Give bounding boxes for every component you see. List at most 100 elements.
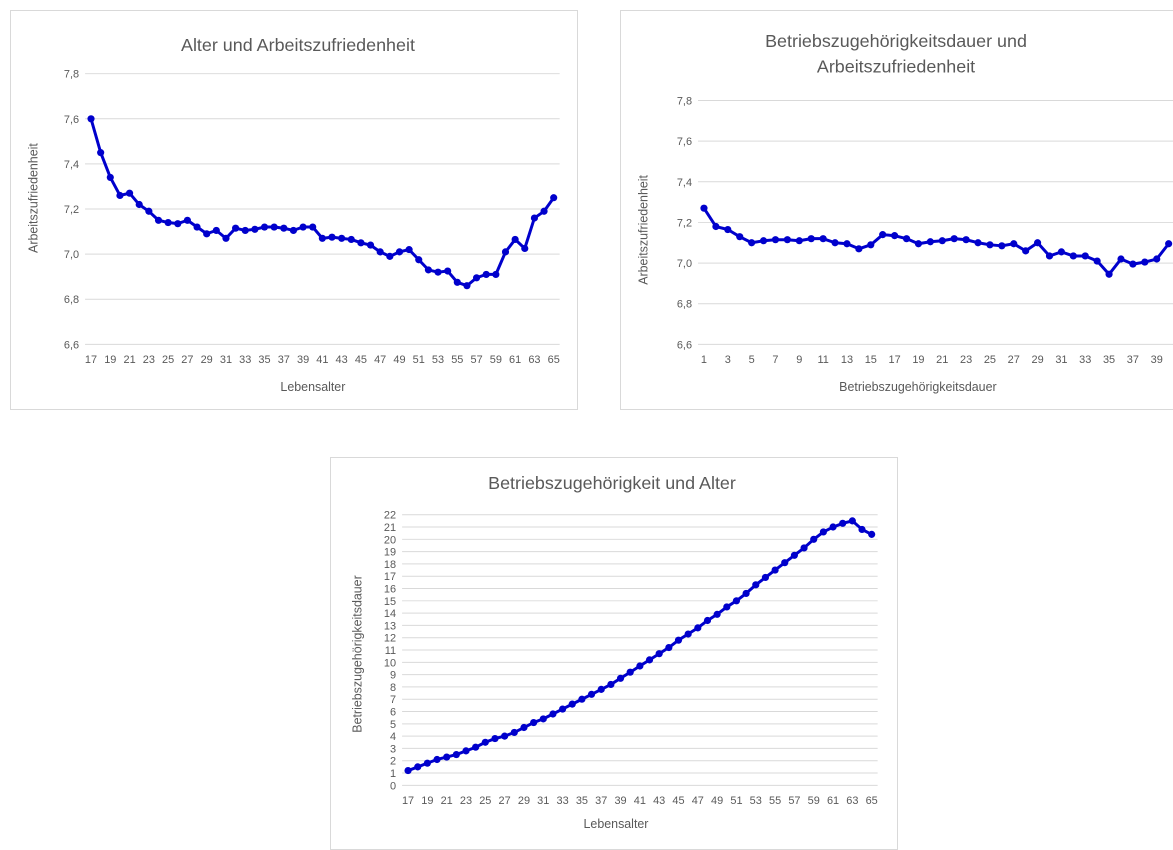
data-point — [950, 235, 958, 243]
x-tick-label: 37 — [278, 354, 290, 366]
data-point — [106, 173, 114, 182]
data-point — [338, 234, 346, 242]
x-tick-label: 13 — [841, 354, 853, 366]
data-point — [1129, 260, 1137, 268]
data-point — [453, 278, 461, 286]
data-point — [193, 223, 201, 231]
data-point — [578, 695, 586, 703]
x-tick-label: 33 — [239, 354, 251, 366]
x-tick-label: 21 — [123, 354, 135, 366]
data-point — [404, 766, 412, 775]
data-point — [434, 268, 442, 276]
x-tick-label: 21 — [936, 354, 948, 366]
data-point — [1105, 270, 1113, 278]
x-tick-label: 25 — [984, 354, 996, 366]
data-point — [511, 235, 519, 244]
data-point — [125, 189, 134, 197]
x-tick-label: 59 — [490, 354, 502, 366]
chart-title: Betriebszugehörigkeit und Alter — [488, 473, 736, 493]
y-tick-label: 9 — [390, 670, 396, 682]
x-tick-label: 45 — [672, 795, 684, 807]
data-point — [724, 225, 732, 234]
data-point — [530, 719, 538, 727]
y-tick-label: 7,6 — [677, 136, 692, 148]
data-point — [1081, 252, 1089, 260]
data-point — [742, 589, 750, 598]
x-tick-label: 21 — [441, 795, 453, 807]
data-point — [318, 234, 326, 242]
data-point — [463, 282, 471, 290]
data-point — [732, 597, 741, 605]
x-tick-label: 35 — [258, 354, 270, 366]
data-point — [713, 610, 721, 618]
data-point — [241, 226, 249, 235]
data-point — [559, 705, 567, 713]
data-point — [752, 581, 760, 589]
x-tick-label: 55 — [451, 354, 463, 366]
y-tick-label: 7 — [390, 694, 396, 706]
y-tick-label: 7,8 — [64, 69, 79, 81]
x-tick-label: 57 — [470, 354, 482, 366]
y-tick-label: 16 — [384, 583, 396, 595]
data-point — [587, 690, 596, 698]
y-tick-label: 13 — [384, 620, 396, 632]
data-point — [443, 753, 451, 761]
data-point — [87, 115, 95, 123]
y-tick-label: 7,0 — [64, 249, 79, 261]
data-point — [962, 236, 970, 244]
y-tick-labels: 6,6 6,8 7,0 7,2 7,4 7,6 7,8 — [64, 69, 79, 352]
x-tick-label: 39 — [1151, 354, 1163, 366]
x-tick-label: 41 — [316, 354, 328, 366]
x-tick-label: 47 — [374, 354, 386, 366]
x-tick-label: 35 — [1103, 354, 1115, 366]
x-tick-label: 43 — [336, 354, 348, 366]
data-point — [684, 630, 692, 638]
data-point — [848, 517, 856, 525]
data-point — [636, 662, 644, 670]
x-tick-label: 29 — [1031, 354, 1043, 366]
data-point — [1045, 252, 1054, 260]
y-axis-label: Betriebszugehörigkeitsdauer — [350, 575, 364, 732]
data-point — [879, 231, 887, 239]
data-point — [829, 523, 837, 531]
data-point — [452, 750, 460, 759]
y-tick-label: 21 — [384, 522, 396, 534]
chart-title-line-2: Arbeitszufriedenheit — [817, 57, 975, 77]
data-point — [902, 235, 911, 243]
data-point — [800, 544, 808, 552]
data-point — [309, 223, 317, 231]
x-tick-labels: 1 3 5 7 9 11 13 15 17 19 21 23 25 27 29 31 33 35 37 39 — [701, 354, 1163, 366]
x-tick-labels: 17 19 21 23 25 27 29 31 33 35 37 39 41 43 45 47 49 51 53 55… — [402, 795, 878, 807]
y-tick-label: 6,6 — [64, 339, 79, 351]
y-tick-label: 6 — [390, 707, 396, 719]
data-point — [736, 233, 744, 241]
data-point — [424, 266, 432, 274]
data-point — [530, 214, 538, 222]
data-point — [616, 674, 625, 682]
y-axis-label: Arbeitszufriedenheit — [636, 174, 650, 284]
x-tick-label: 63 — [846, 795, 858, 807]
data-point — [183, 216, 191, 224]
data-point — [97, 149, 105, 157]
x-tick-label: 65 — [866, 795, 878, 807]
data-point — [212, 226, 220, 235]
y-tick-label: 20 — [384, 534, 396, 546]
data-point — [839, 519, 847, 527]
y-tick-label: 0 — [390, 780, 396, 792]
data-point — [998, 242, 1006, 250]
data-point — [712, 222, 720, 231]
data-point — [521, 244, 529, 253]
x-tick-label: 23 — [460, 795, 472, 807]
x-tick-label: 45 — [355, 354, 367, 366]
data-point — [433, 755, 441, 764]
y-tick-label: 14 — [384, 608, 396, 620]
chart-panel-dauer-alter: Betriebszugehörigkeit und Alter Lebensal… — [330, 457, 898, 850]
data-point — [748, 239, 756, 247]
y-tick-label: 4 — [390, 731, 396, 743]
x-tick-label: 65 — [548, 354, 560, 366]
x-tick-label: 59 — [808, 795, 820, 807]
x-tick-label: 61 — [509, 354, 521, 366]
x-tick-label: 1 — [701, 354, 707, 366]
y-tick-label: 17 — [384, 571, 396, 583]
x-tick-label: 9 — [796, 354, 802, 366]
